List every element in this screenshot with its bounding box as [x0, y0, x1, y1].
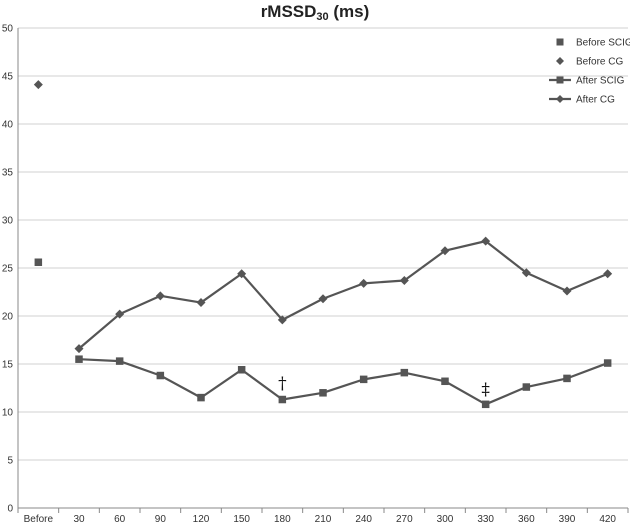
point-after-cg-210	[318, 294, 328, 304]
point-after-cg-150	[237, 269, 247, 279]
point-after-scig-120	[197, 393, 205, 402]
y-axis-ticks: 0 5 10 15 20 25 30 35 40 45 50	[2, 24, 14, 515]
x-tick-label-270: 270	[396, 514, 413, 524]
point-after-scig-60	[115, 357, 124, 365]
series-before-cg	[33, 80, 43, 90]
x-tick-label-210: 210	[315, 514, 332, 524]
annotations: † ‡	[278, 374, 490, 400]
point-after-cg-270	[399, 275, 409, 285]
y-tick-label-0: 0	[7, 504, 13, 515]
legend-label-before-scig: Before SCIG	[576, 38, 630, 49]
legend-marker-before-cg	[556, 57, 564, 65]
legend-label-before-cg: Before CG	[576, 57, 623, 68]
point-after-cg-330	[481, 236, 491, 246]
y-tick-label-35: 35	[2, 168, 14, 179]
y-tick-label-45: 45	[2, 72, 14, 83]
x-tick-label-150: 150	[233, 514, 250, 524]
legend-item-after-cg: After CG	[549, 95, 615, 106]
point-after-cg-420	[603, 269, 613, 279]
chart-title-unit: (ms)	[329, 2, 370, 21]
series-after-scig	[75, 355, 612, 409]
point-after-scig-180	[278, 395, 287, 404]
x-tick-label-240: 240	[355, 514, 372, 524]
point-after-cg-360	[521, 268, 531, 278]
x-tick-label-420: 420	[599, 514, 616, 524]
x-tick-label-90: 90	[155, 514, 167, 524]
legend-item-after-scig: After SCIG	[549, 76, 625, 87]
point-before-scig-before	[34, 258, 43, 266]
x-axis-ticks: Before 30 60 90 120 150 180 210 240 270 300 330 360 3…	[17, 508, 629, 524]
y-tick-label-20: 20	[2, 312, 14, 323]
point-after-scig-240	[359, 375, 368, 384]
chart-title-subscript: 30	[316, 11, 328, 23]
annotation-180: †	[278, 374, 287, 394]
legend-item-before-cg: Before CG	[556, 57, 623, 68]
y-tick-label-5: 5	[7, 456, 13, 467]
x-tick-label-300: 300	[437, 514, 454, 524]
x-tick-label-60: 60	[114, 514, 126, 524]
point-after-cg-300	[440, 246, 450, 256]
y-tick-label-30: 30	[2, 216, 14, 227]
x-tick-label-390: 390	[559, 514, 576, 524]
point-after-cg-120	[196, 298, 206, 308]
point-after-cg-240	[359, 278, 369, 288]
x-tick-label-180: 180	[274, 514, 291, 524]
y-tick-label-25: 25	[2, 264, 14, 275]
point-before-cg-before	[33, 80, 43, 90]
chart-title-main: rMSSD	[261, 2, 317, 21]
series-line-after-scig	[78, 358, 609, 406]
point-after-scig-360	[522, 383, 531, 391]
series-after-cg	[74, 236, 613, 354]
point-after-cg-30	[74, 344, 84, 354]
legend-marker-after-cg	[556, 95, 564, 103]
point-after-scig-300	[441, 377, 449, 386]
x-tick-label-120: 120	[193, 514, 210, 524]
x-tick-label-30: 30	[73, 514, 85, 524]
point-after-scig-90	[156, 371, 165, 380]
point-after-scig-330	[481, 400, 490, 409]
legend: Before SCIG Before CG After SCIG After CG	[549, 38, 630, 106]
point-after-scig-150	[237, 366, 246, 374]
series-group	[33, 80, 613, 409]
annotation-330: ‡	[481, 380, 490, 400]
x-tick-label-330: 330	[477, 514, 494, 524]
point-after-scig-420	[603, 359, 612, 367]
chart-title: rMSSD30 (ms)	[261, 2, 370, 23]
y-tick-label-40: 40	[2, 120, 14, 131]
legend-marker-before-scig	[556, 38, 564, 46]
point-after-cg-180	[277, 315, 287, 325]
y-tick-label-50: 50	[2, 24, 14, 35]
legend-label-after-cg: After CG	[576, 95, 615, 106]
point-after-scig-210	[319, 389, 327, 397]
point-after-cg-390	[562, 286, 572, 296]
x-tick-label-360: 360	[518, 514, 535, 524]
x-tick-label-before: Before	[24, 514, 54, 524]
legend-label-after-scig: After SCIG	[576, 76, 625, 87]
y-tick-label-10: 10	[2, 408, 14, 419]
point-after-cg-90	[155, 291, 165, 301]
legend-item-before-scig: Before SCIG	[556, 38, 630, 49]
series-before-scig	[34, 258, 43, 266]
point-after-scig-390	[563, 374, 571, 383]
point-after-scig-270	[400, 368, 409, 377]
legend-marker-after-scig	[556, 76, 564, 84]
y-tick-label-15: 15	[2, 360, 14, 371]
series-line-after-cg	[78, 240, 609, 350]
point-after-scig-30	[75, 355, 83, 363]
point-after-cg-60	[115, 309, 125, 319]
axes	[17, 28, 628, 509]
